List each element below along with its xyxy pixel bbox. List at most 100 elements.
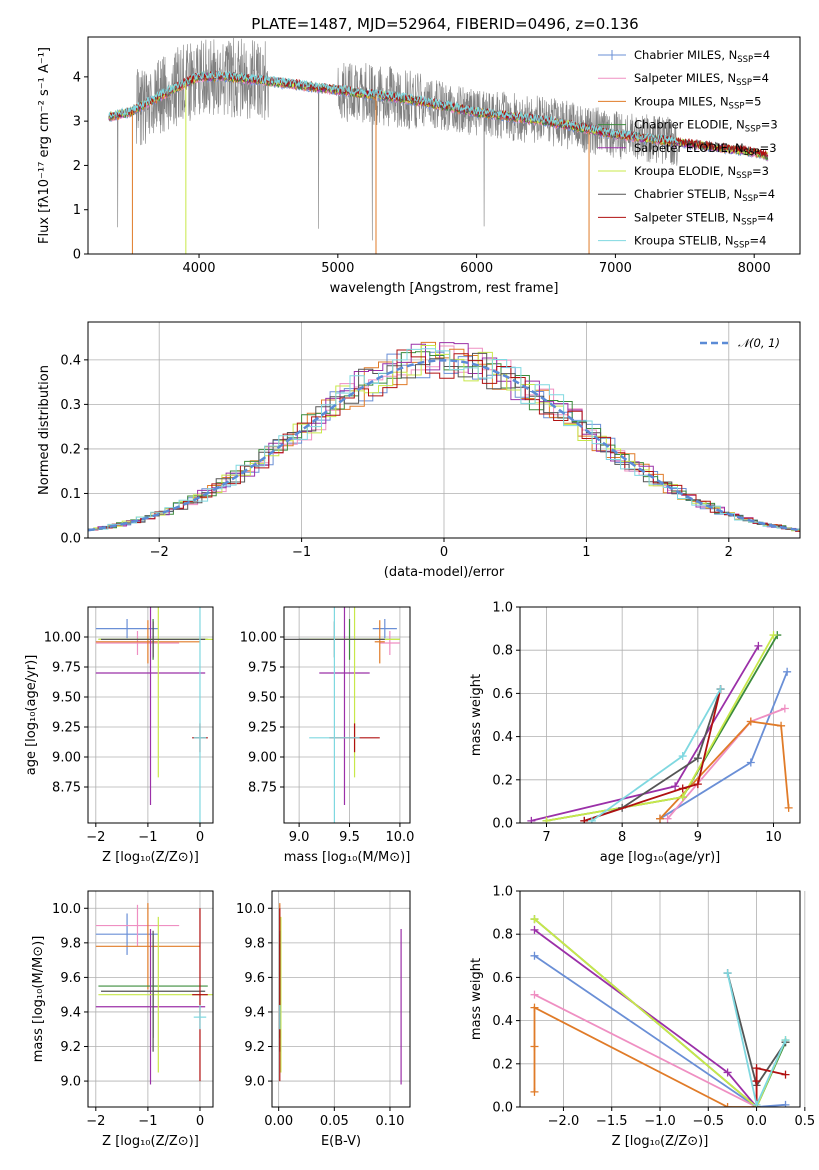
y-tick-label: 0.6 <box>492 687 513 702</box>
axes-frame <box>519 606 801 824</box>
data-point <box>723 1103 732 1107</box>
data-point <box>656 814 664 823</box>
data-point <box>663 814 672 823</box>
observed-spectrum <box>108 37 678 241</box>
legend-entry-chabrier-miles: Chabrier MILES, NSSP=4 <box>634 48 770 65</box>
residual-histogram-kroupa-stelib <box>88 348 800 531</box>
age-vs-metallicity-chart: −2 −1 0 8.75 9.00 9.25 9.50 9.75 10.00 Z [log₁₀(Z… <box>24 606 214 865</box>
error-bar-kroupa-miles <box>95 620 200 664</box>
y-tick-label: 9.00 <box>248 751 277 766</box>
series-kroupa-stelib <box>723 969 790 1107</box>
series-salpeter-elodie <box>527 641 763 823</box>
y-tick-label: 0.4 <box>60 353 81 368</box>
series-salpeter-stelib <box>580 685 725 823</box>
series-kroupa-miles <box>530 1003 761 1107</box>
x-tick-label: 0.00 <box>264 1114 293 1129</box>
axes-frame <box>87 36 801 255</box>
data-point <box>746 758 755 767</box>
x-tick-label: 10 <box>765 830 782 845</box>
x-tick-label: 7000 <box>599 261 632 276</box>
x-tick-label: −2 <box>150 545 169 560</box>
axes-frame <box>87 890 214 1108</box>
y-axis-label: mass weight <box>469 958 484 1040</box>
x-tick-label: 2 <box>725 545 733 560</box>
y-axis-label: mass [log₁₀(M/M⊙)] <box>31 936 46 1063</box>
x-tick-label: 0.5 <box>794 1114 815 1129</box>
residual-histogram-chart: −2 −1 0 1 2 0.0 0.1 0.2 0.3 0.4 (data-model)/error… <box>37 321 801 580</box>
mass-weight-vs-metallicity-chart: −2.0 −1.5 −1.0 −0.5 0.0 0.5 0.0 0.2 0.4 0.6 0.8 1.0… <box>469 885 815 1150</box>
data-point <box>783 667 792 676</box>
plot-area <box>95 607 213 823</box>
y-tick-label: 3 <box>73 115 81 130</box>
error-bar-salpeter-miles <box>379 631 400 655</box>
y-tick-label: 1.0 <box>492 601 513 616</box>
x-tick-label: 7 <box>542 830 550 845</box>
data-point <box>784 803 793 812</box>
y-tick-label: 10.0 <box>52 902 81 917</box>
plot-area <box>279 903 402 1085</box>
y-tick-label: 1 <box>73 203 81 218</box>
x-tick-label: 8 <box>618 830 626 845</box>
series-kroupa-stelib <box>587 685 725 823</box>
y-tick-label: 9.0 <box>244 1075 265 1090</box>
error-bar-kroupa-stelib <box>309 607 360 823</box>
plot-area <box>95 903 213 1085</box>
data-point <box>693 754 702 763</box>
series-line <box>546 634 779 822</box>
y-tick-label: 0.4 <box>492 730 513 745</box>
y-tick-label: 1.0 <box>492 885 513 900</box>
legend-entry-salpeter-miles: Salpeter MILES, NSSP=4 <box>634 71 769 88</box>
x-tick-label: 0 <box>196 830 204 845</box>
series-salpeter-miles <box>530 990 761 1107</box>
y-tick-label: 8.75 <box>248 781 277 796</box>
series-line <box>533 955 786 1107</box>
x-tick-label: −1 <box>138 830 157 845</box>
error-bar-salpeter-elodie <box>95 929 206 1085</box>
series-kroupa-elodie <box>542 631 778 823</box>
x-tick-label: −1.5 <box>596 1114 628 1129</box>
y-tick-label: 0.0 <box>492 1101 513 1116</box>
legend-entry-kroupa-miles: Kroupa MILES, NSSP=5 <box>634 94 761 111</box>
series-line <box>584 688 722 822</box>
data-point <box>723 969 732 978</box>
y-tick-label: 9.25 <box>52 721 81 736</box>
error-bar-salpeter-elodie <box>319 607 370 805</box>
y-tick-label: 0.2 <box>60 442 81 457</box>
data-point <box>530 915 539 924</box>
y-tick-label: 0.0 <box>492 817 513 832</box>
y-tick-label: 0.8 <box>492 644 513 659</box>
data-point <box>754 641 763 650</box>
data-point <box>530 1042 539 1051</box>
y-tick-label: 9.6 <box>60 971 81 986</box>
x-tick-label: 10.0 <box>385 830 414 845</box>
normal-distribution-curve <box>88 359 800 532</box>
y-tick-label: 10.00 <box>44 631 81 646</box>
y-tick-label: 9.0 <box>60 1075 81 1090</box>
y-axis-label: mass weight <box>469 674 484 756</box>
x-tick-label: 1 <box>582 545 590 560</box>
age-vs-mass-chart: 9.0 9.5 10.0 8.75 9.00 9.25 9.50 9.75 10.00 mass … <box>240 606 414 865</box>
error-bar-kroupa-stelib <box>193 607 207 823</box>
plot-area <box>530 915 790 1107</box>
axes-frame <box>283 606 411 824</box>
data-point <box>716 685 725 694</box>
x-axis-label: Z [log₁₀(Z/Z⊙)] <box>102 1134 199 1149</box>
data-point <box>678 752 687 761</box>
data-point <box>530 1087 539 1096</box>
x-axis-label: wavelength [Angstrom, rest frame] <box>330 281 559 296</box>
y-tick-label: 10.0 <box>236 902 265 917</box>
y-tick-label: 2 <box>73 159 81 174</box>
data-point <box>542 816 551 823</box>
residual-histogram-chabrier-stelib <box>88 352 800 533</box>
plot-area <box>527 631 793 823</box>
x-axis-label: (data-model)/error <box>384 565 505 580</box>
y-tick-label: 9.00 <box>52 751 81 766</box>
series-kroupa-miles <box>656 717 793 823</box>
y-tick-label: 10.00 <box>240 631 277 646</box>
y-tick-label: 0.8 <box>492 928 513 943</box>
grid-lines <box>272 891 410 1107</box>
y-tick-label: 9.50 <box>248 691 277 706</box>
spectrum-legend: Chabrier MILES, NSSP=4 Salpeter MILES, NS… <box>598 48 778 251</box>
x-tick-label: 9.5 <box>339 830 360 845</box>
